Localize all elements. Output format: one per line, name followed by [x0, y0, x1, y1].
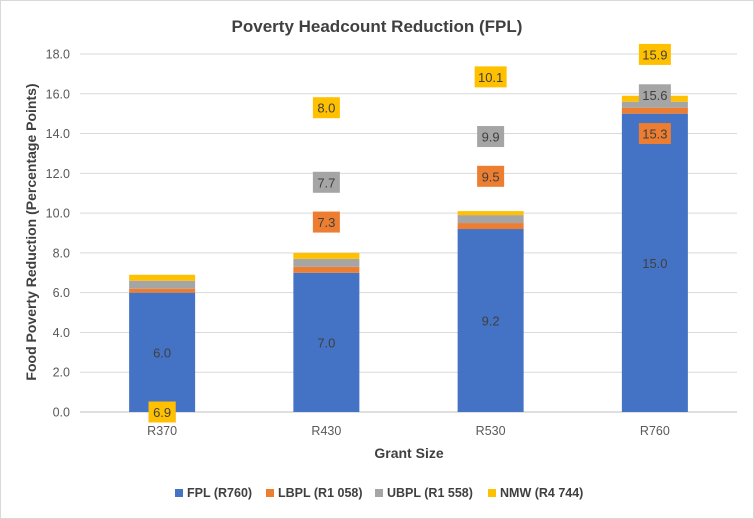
y-tick-label: 14.0 — [46, 127, 70, 141]
y-tick-label: 4.0 — [53, 326, 70, 340]
bar-segment-nmw — [129, 274, 196, 281]
legend-label: NMW (R4 744) — [500, 486, 583, 500]
y-axis-tick-labels: 0.0 2.0 4.0 6.0 8.0 10.0 12.0 14.0 16.0 18.0 — [46, 48, 70, 420]
y-tick-label: 2.0 — [53, 366, 70, 380]
bar-segment-lbpl — [129, 288, 196, 293]
y-tick-label: 18.0 — [46, 48, 70, 62]
legend: FPL (R760) LBPL (R1 058) UBPL (R1 558) NMW … — [175, 486, 583, 500]
bar-segment-nmw — [293, 252, 360, 259]
x-axis-tick-labels: R370 R430 R530 R760 — [147, 424, 670, 438]
bar-segment-fpl — [129, 292, 196, 412]
data-label-box — [638, 43, 671, 65]
bar-segment-lbpl — [457, 223, 524, 230]
y-axis-title: Food Poverty Reduction (Percentage Point… — [23, 83, 39, 380]
y-tick-label: 0.0 — [53, 406, 70, 420]
legend-label: FPL (R760) — [187, 486, 252, 500]
data-label-box — [312, 97, 340, 119]
y-tick-label: 10.0 — [46, 207, 70, 221]
bar-segment-fpl — [293, 272, 360, 412]
legend-label: LBPL (R1 058) — [278, 486, 363, 500]
data-label: 8.0 — [317, 101, 335, 116]
bar-segment-ubpl — [457, 215, 524, 224]
data-label: 7.3 — [317, 215, 335, 230]
data-label: 9.2 — [482, 314, 500, 329]
x-axis-title: Grant Size — [374, 445, 443, 461]
data-label-box — [474, 66, 507, 88]
data-label-box — [638, 123, 671, 145]
data-label: 15.6 — [642, 88, 667, 103]
x-tick-label: R370 — [147, 424, 177, 438]
bar-segment-fpl — [621, 113, 688, 413]
data-label: 9.9 — [482, 130, 500, 145]
bar-segment-lbpl — [621, 107, 688, 114]
data-label-box — [148, 401, 176, 423]
bar-segment-lbpl — [293, 266, 360, 273]
data-label: 15.0 — [642, 256, 667, 271]
data-label: 15.9 — [642, 47, 667, 62]
legend-swatch — [375, 489, 383, 497]
bar-segment-ubpl — [129, 280, 196, 289]
data-label: 6.9 — [153, 405, 171, 420]
bar-segment-ubpl — [293, 258, 360, 267]
data-label: 7.7 — [317, 175, 335, 190]
bar-segment-fpl — [457, 229, 524, 412]
data-label-box — [477, 126, 505, 148]
data-label-box — [312, 211, 340, 233]
y-tick-label: 6.0 — [53, 286, 70, 300]
x-tick-label: R760 — [640, 424, 670, 438]
data-label-box — [312, 171, 340, 193]
legend-swatch — [175, 489, 183, 497]
y-tick-label: 16.0 — [46, 87, 70, 101]
legend-label: UBPL (R1 558) — [387, 486, 473, 500]
data-label: 10.1 — [478, 70, 503, 85]
legend-swatch — [488, 489, 496, 497]
data-label-box — [638, 84, 671, 106]
data-label-box — [477, 165, 505, 187]
data-label: 9.5 — [482, 169, 500, 184]
data-label: 15.3 — [642, 127, 667, 142]
data-label: 6.0 — [153, 345, 171, 360]
legend-swatch — [266, 489, 274, 497]
data-labels: 6.06.26.66.97.07.37.78.09.29.59.910.115.… — [148, 43, 671, 423]
x-tick-label: R430 — [311, 424, 341, 438]
x-tick-label: R530 — [476, 424, 506, 438]
chart-title: Poverty Headcount Reduction (FPL) — [232, 17, 523, 36]
bar-segment-nmw — [457, 211, 524, 216]
y-tick-label: 12.0 — [46, 167, 70, 181]
data-label: 7.0 — [317, 335, 335, 350]
y-tick-label: 8.0 — [53, 246, 70, 260]
